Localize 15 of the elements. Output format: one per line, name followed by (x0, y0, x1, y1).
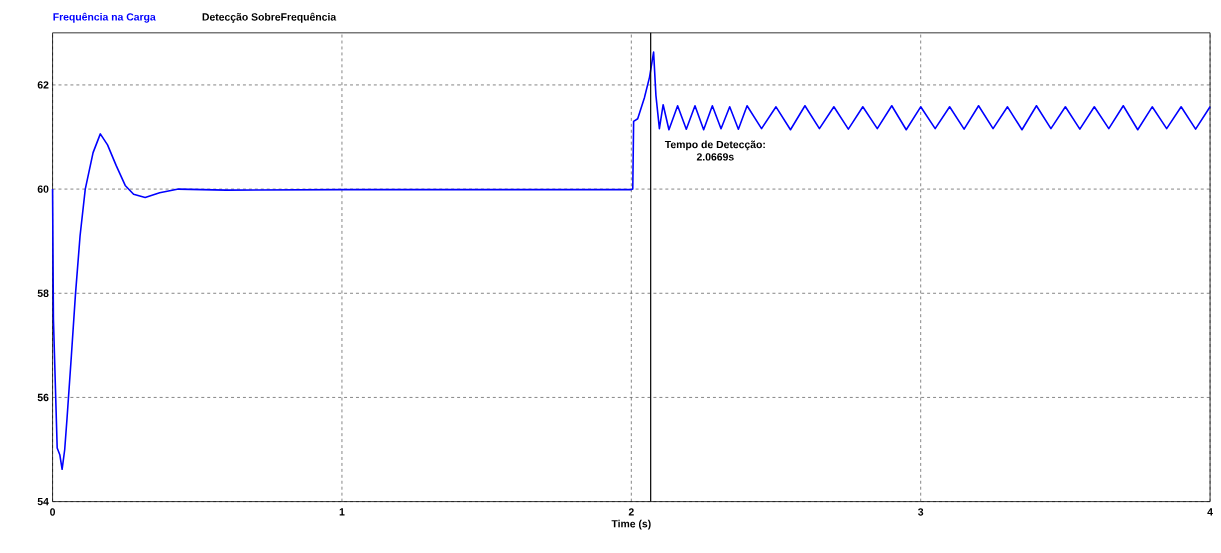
x-tick-label: 3 (918, 508, 924, 516)
y-tick-label: 60 (37, 185, 49, 193)
y-tick-label: 54 (37, 497, 49, 506)
y-tick-label: 62 (37, 81, 49, 89)
x-tick-label: 2 (628, 508, 634, 516)
y-tick-label: 58 (37, 289, 49, 297)
annotation: Tempo de Detecção: (664, 140, 765, 151)
text: Detecção SobreFrequência (202, 12, 337, 23)
x-axis-title: Time (s) (611, 519, 651, 530)
y-tick-label: 56 (37, 393, 49, 401)
annotation: 2.0669s (696, 153, 734, 161)
x-tick-label: 4 (1207, 508, 1213, 516)
text: Frequência na Carga (53, 12, 156, 23)
x-tick-label: 1 (339, 508, 345, 516)
x-tick-label: 0 (50, 508, 56, 516)
